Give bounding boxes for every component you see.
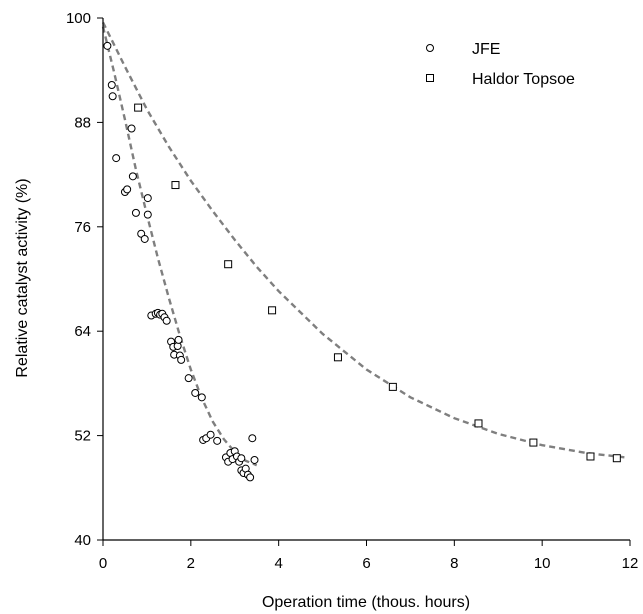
fit-line-0 xyxy=(101,26,258,467)
x-axis-label: Operation time (thous. hours) xyxy=(262,594,470,611)
data-point-jfe xyxy=(140,234,149,243)
data-point-jfe xyxy=(107,80,116,89)
data-point-haldor-topsoe xyxy=(134,103,143,112)
legend-label-haldor-topsoe: Haldor Topsoe xyxy=(472,71,575,88)
data-point-jfe xyxy=(184,374,193,383)
data-point-jfe xyxy=(237,454,246,463)
ticks: 0 2 4 6 8 10 12 40 52 64 76 88 100 xyxy=(66,10,638,572)
x-tick-label: 12 xyxy=(622,555,639,572)
fit-lines xyxy=(101,21,626,467)
data-point-jfe xyxy=(206,430,215,439)
y-tick-label: 40 xyxy=(74,532,91,549)
data-point-haldor-topsoe xyxy=(224,260,233,269)
data-point-jfe xyxy=(162,316,171,325)
data-point-jfe xyxy=(246,473,255,482)
legend-marker-jfe xyxy=(426,44,434,52)
legend: JFE Haldor Topsoe xyxy=(426,41,575,88)
data-point-jfe xyxy=(131,208,140,217)
data-point-jfe xyxy=(174,335,183,344)
fit-line-1 xyxy=(101,21,626,459)
y-tick-label: 88 xyxy=(74,114,91,131)
data-point-jfe xyxy=(128,172,137,181)
y-tick-label: 100 xyxy=(66,10,91,27)
data-point-jfe xyxy=(143,194,152,203)
data-point-haldor-topsoe xyxy=(474,419,483,428)
x-tick-label: 0 xyxy=(99,555,107,572)
x-tick-label: 8 xyxy=(450,555,458,572)
data-point-jfe xyxy=(250,455,259,464)
data-point-jfe xyxy=(108,92,117,101)
data-point-jfe xyxy=(103,41,112,50)
data-point-jfe xyxy=(248,434,257,443)
data-point-jfe xyxy=(191,388,200,397)
x-tick-label: 4 xyxy=(274,555,282,572)
y-tick-label: 76 xyxy=(74,219,91,236)
data-point-jfe xyxy=(143,210,152,219)
data-point-haldor-topsoe xyxy=(612,454,621,463)
data-point-jfe xyxy=(213,436,222,445)
legend-marker-haldor-topsoe xyxy=(426,74,434,82)
data-point-jfe xyxy=(123,185,132,194)
data-points xyxy=(103,41,621,482)
legend-label-jfe: JFE xyxy=(472,41,500,58)
y-axis-label: Relative catalyst activity (%) xyxy=(14,178,31,377)
y-tick-label: 64 xyxy=(74,323,91,340)
x-tick-label: 6 xyxy=(362,555,370,572)
y-tick-label: 52 xyxy=(74,428,91,445)
data-point-haldor-topsoe xyxy=(388,382,397,391)
x-tick-label: 2 xyxy=(187,555,195,572)
data-point-haldor-topsoe xyxy=(586,452,595,461)
data-point-jfe xyxy=(197,393,206,402)
data-point-haldor-topsoe xyxy=(529,438,538,447)
data-point-jfe xyxy=(127,124,136,133)
data-point-haldor-topsoe xyxy=(333,353,342,362)
axes xyxy=(102,18,630,541)
data-point-jfe xyxy=(112,154,121,163)
data-point-jfe xyxy=(177,355,186,364)
data-point-haldor-topsoe xyxy=(171,181,180,190)
data-point-haldor-topsoe xyxy=(268,306,277,315)
x-tick-label: 10 xyxy=(534,555,551,572)
